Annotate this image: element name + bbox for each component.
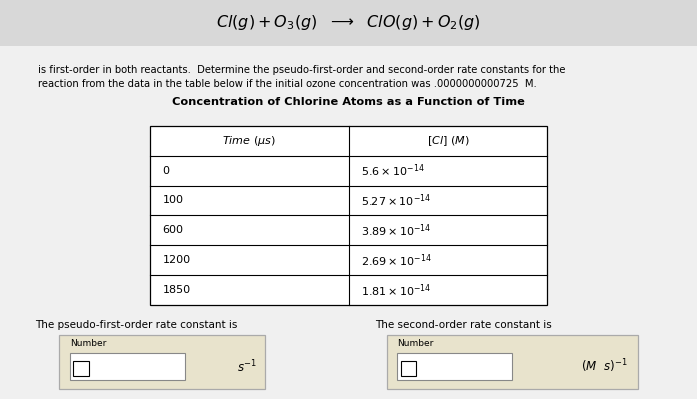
FancyBboxPatch shape — [401, 361, 416, 376]
Text: 600: 600 — [162, 225, 183, 235]
Text: Number: Number — [397, 340, 434, 348]
FancyBboxPatch shape — [397, 353, 512, 380]
Text: $5.6 \times 10^{-14}$: $5.6 \times 10^{-14}$ — [361, 162, 424, 179]
Text: $Cl(g) + O_3(g)\ \ \longrightarrow\ \ ClO(g) + O_2(g)$: $Cl(g) + O_3(g)\ \ \longrightarrow\ \ Cl… — [216, 14, 481, 32]
FancyBboxPatch shape — [150, 126, 547, 305]
FancyBboxPatch shape — [387, 335, 638, 389]
Text: 100: 100 — [162, 196, 183, 205]
Text: $2.69 \times 10^{-14}$: $2.69 \times 10^{-14}$ — [361, 252, 431, 269]
Text: $\mathit{Time\ (\mu s)}$: $\mathit{Time\ (\mu s)}$ — [222, 134, 276, 148]
Text: The pseudo-first-order rate constant is: The pseudo-first-order rate constant is — [35, 320, 237, 330]
Text: $3.89 \times 10^{-14}$: $3.89 \times 10^{-14}$ — [361, 222, 431, 239]
FancyBboxPatch shape — [0, 0, 697, 46]
Text: $s^{-1}$: $s^{-1}$ — [238, 358, 257, 375]
Text: 1200: 1200 — [162, 255, 190, 265]
Text: The second-order rate constant is: The second-order rate constant is — [375, 320, 552, 330]
Text: $5.27 \times 10^{-14}$: $5.27 \times 10^{-14}$ — [361, 192, 431, 209]
Text: $1.81 \times 10^{-14}$: $1.81 \times 10^{-14}$ — [361, 282, 431, 298]
Text: is first-order in both reactants.  Determine the pseudo-first-order and second-o: is first-order in both reactants. Determ… — [38, 65, 566, 75]
FancyBboxPatch shape — [59, 335, 265, 389]
FancyBboxPatch shape — [70, 353, 185, 380]
Text: $\left(M\ \ s\right)^{-1}$: $\left(M\ \ s\right)^{-1}$ — [581, 358, 627, 375]
Text: 0: 0 — [162, 166, 169, 176]
FancyBboxPatch shape — [73, 361, 89, 376]
Text: 1850: 1850 — [162, 285, 190, 295]
Text: reaction from the data in the table below if the initial ozone concentration was: reaction from the data in the table belo… — [38, 79, 537, 89]
Text: Concentration of Chlorine Atoms as a Function of Time: Concentration of Chlorine Atoms as a Fun… — [172, 97, 525, 107]
Text: $\mathit{[Cl]\ (M)}$: $\mathit{[Cl]\ (M)}$ — [427, 134, 469, 148]
Text: Number: Number — [70, 340, 106, 348]
